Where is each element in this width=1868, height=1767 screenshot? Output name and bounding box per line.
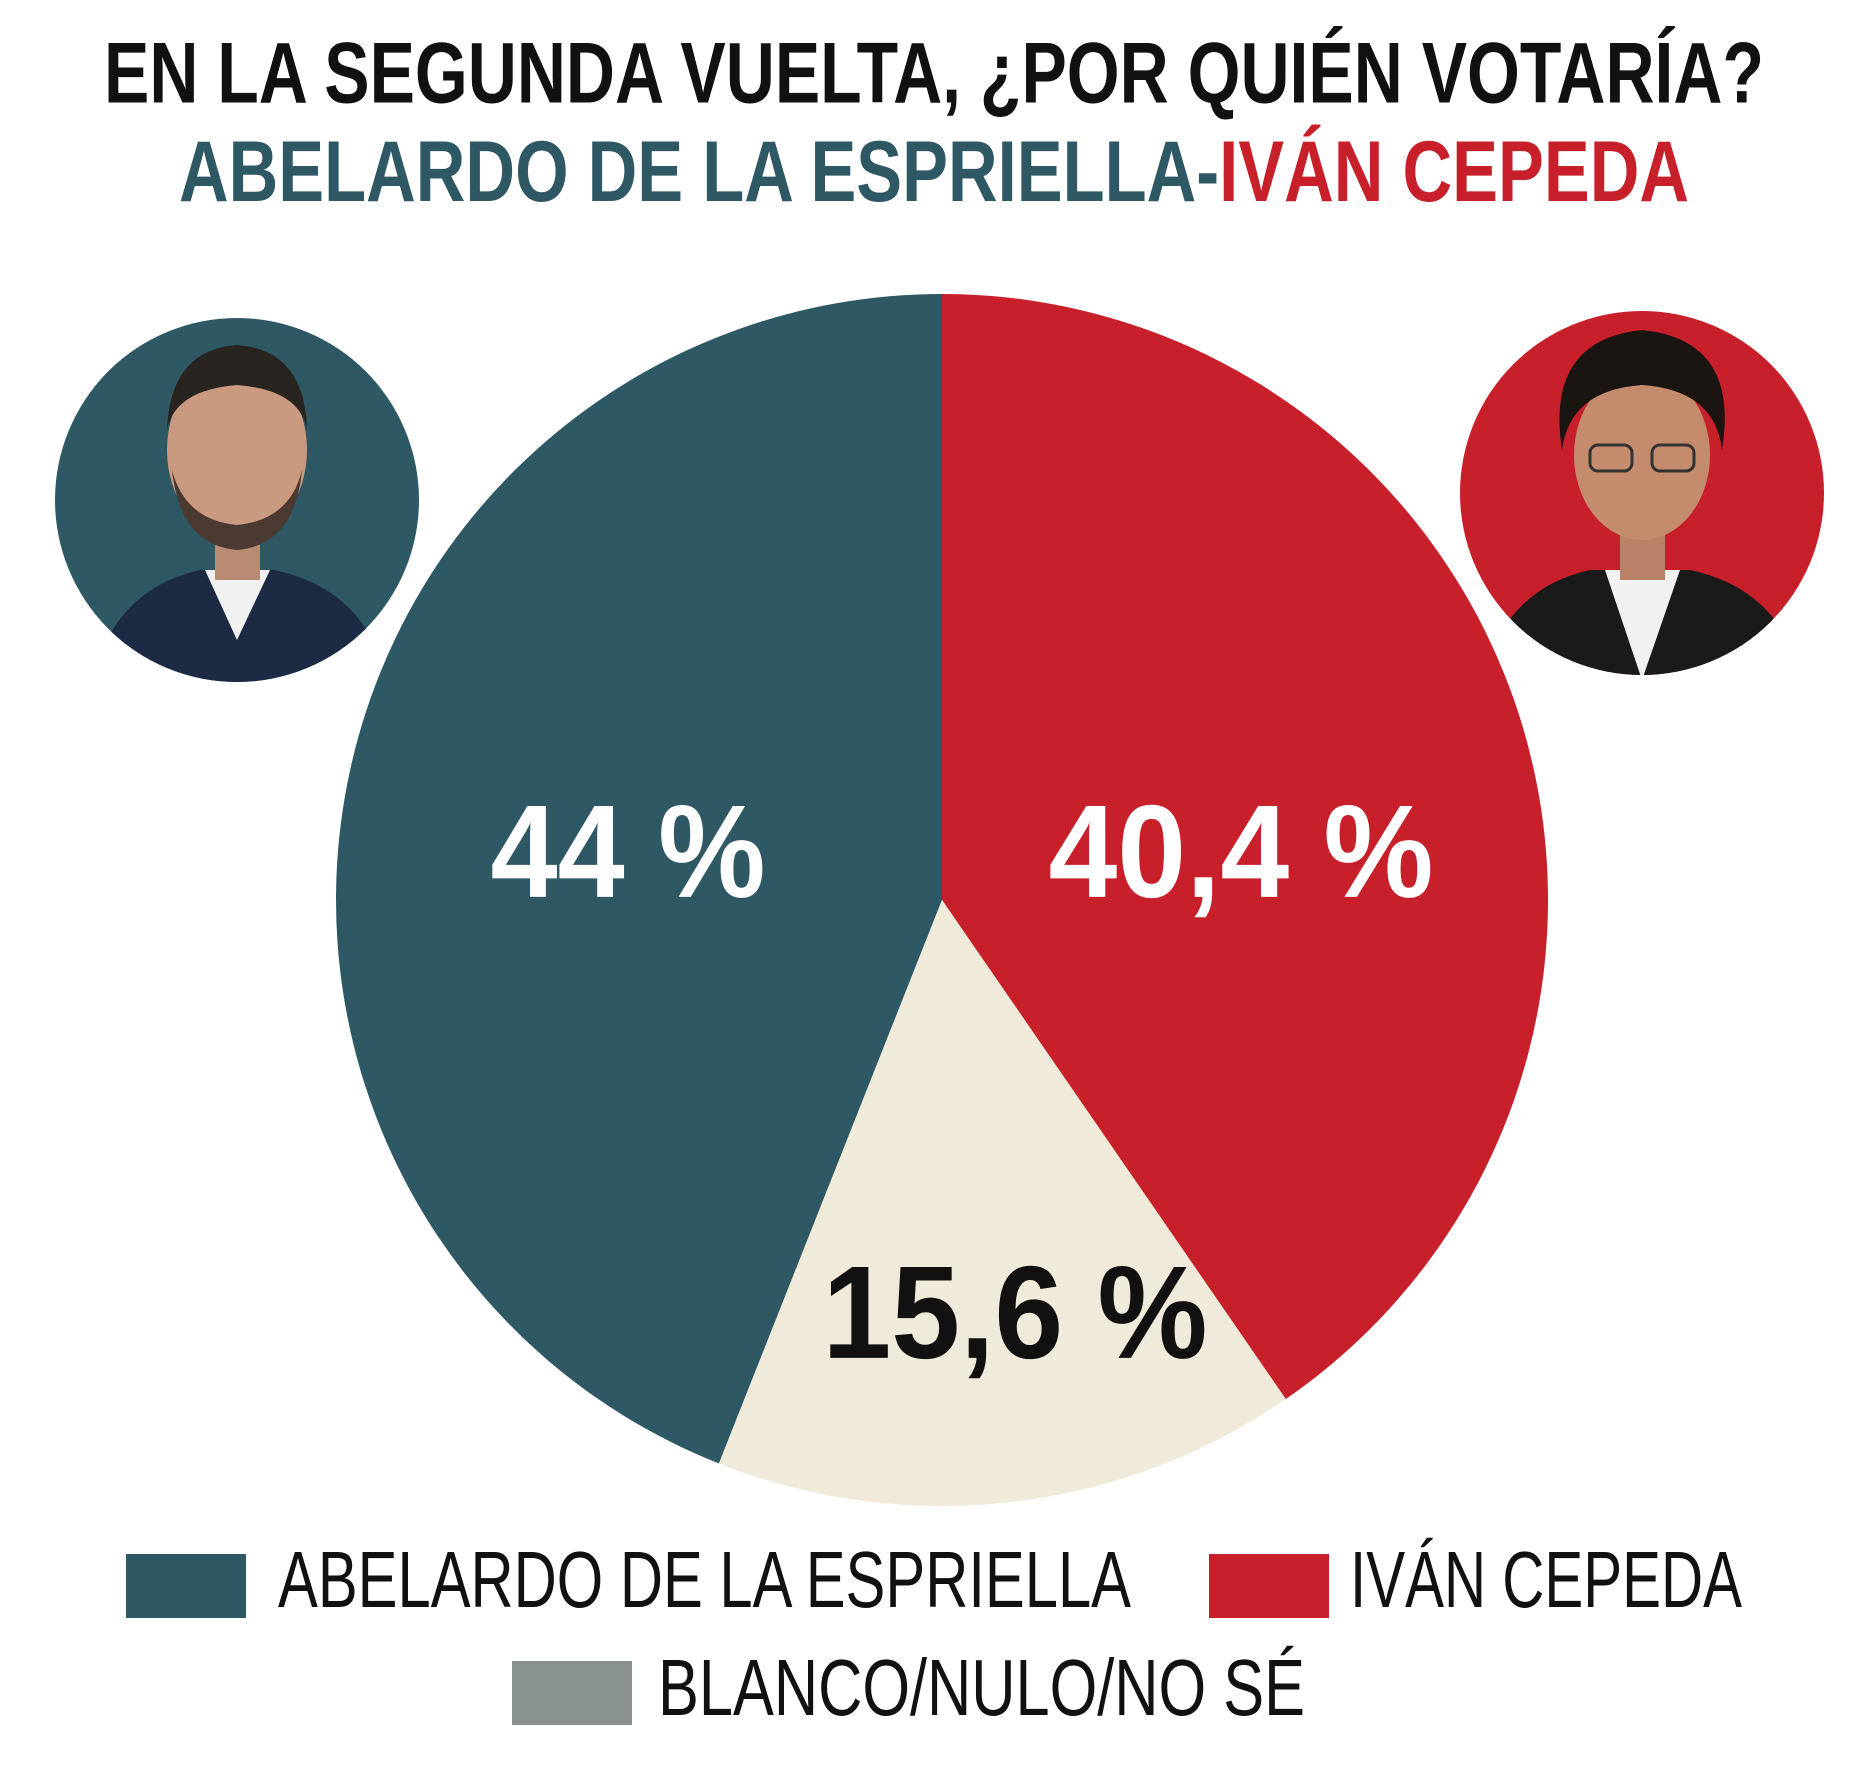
chart-title: EN LA SEGUNDA VUELTA, ¿POR QUIÉN VOTARÍA…	[104, 26, 1764, 122]
data-label: 44 %	[491, 778, 766, 925]
legend-swatch	[512, 1661, 632, 1725]
data-label: 15,6 %	[823, 1239, 1208, 1386]
data-label: 40,4 %	[1049, 778, 1434, 925]
legend-label: BLANCO/NULO/NO SÉ	[658, 1643, 1305, 1732]
legend-label: ABELARDO DE LA ESPRIELLA	[278, 1535, 1131, 1624]
subtitle-part: IVÁN CEPEDA	[1219, 124, 1689, 220]
chart-subtitle: ABELARDO DE LA ESPRIELLA-IVÁN CEPEDA	[179, 124, 1689, 220]
pie-slice	[942, 294, 1549, 1400]
subtitle-part: ABELARDO DE LA ESPRIELLA	[179, 124, 1196, 220]
pie-slice	[718, 900, 1286, 1506]
legend-label: IVÁN CEPEDA	[1350, 1535, 1742, 1624]
candidate-photo	[55, 318, 419, 682]
legend-swatch	[126, 1554, 246, 1618]
legend-swatch	[1209, 1554, 1329, 1618]
candidate-photo	[1460, 311, 1824, 675]
subtitle-part: -	[1196, 124, 1219, 220]
pie-slice	[335, 293, 942, 1464]
